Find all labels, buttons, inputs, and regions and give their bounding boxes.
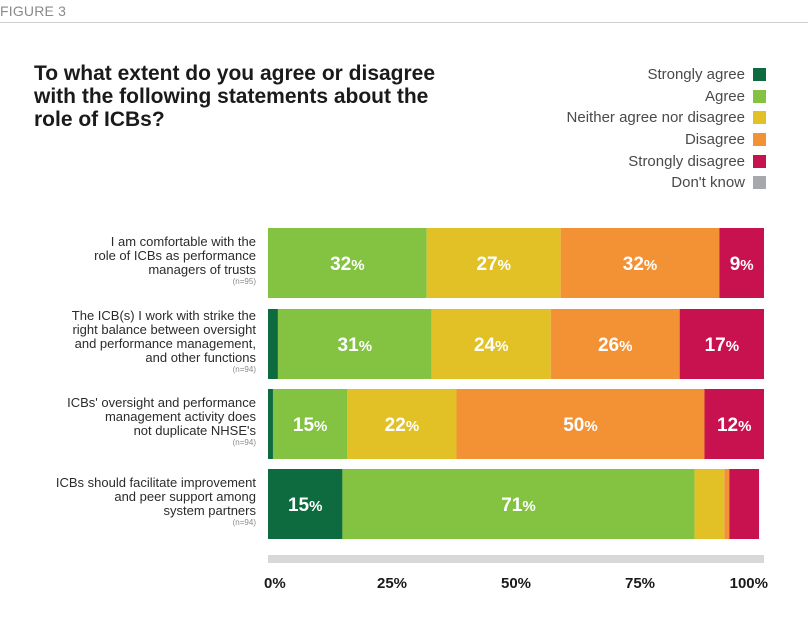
category-label-line: ICBs should facilitate improvement [55,475,256,490]
bar-segment [560,228,720,298]
legend-label: Strongly disagree [628,152,745,170]
bar-segment [729,469,760,539]
bar-segment [704,389,764,459]
data-label: 15% [288,495,322,516]
category-label-line: managers of trusts [148,262,256,277]
bar-segment [719,228,764,298]
bar-segment [456,389,705,459]
data-label: 27% [476,254,510,275]
data-label: 32% [623,254,657,275]
legend-item: Disagree [567,129,766,151]
legend-swatch [753,176,766,190]
category-label-line: I am comfortable with the [110,234,256,249]
bar-segment [268,309,278,379]
legend-swatch [753,111,766,125]
bar-segment [550,309,680,379]
data-label: 50% [563,415,597,436]
data-label: 12% [717,415,751,436]
sample-size-label: (n=94) [232,438,256,447]
bar-segment [277,309,432,379]
legend-item: Neither agree nor disagree [567,107,766,129]
bar-segment [431,309,551,379]
legend-label: Agree [704,87,745,105]
data-label: 26% [598,335,632,356]
legend-label: Neither agree nor disagree [566,109,745,127]
category-label-line: and other functions [145,350,256,365]
legend-item: Strongly disagree [567,150,766,172]
legend-swatch [753,154,766,168]
sample-size-label: (n=94) [232,518,256,527]
bar-segment [268,228,427,298]
sample-size-label: (n=94) [232,365,256,374]
bar-segment [694,469,725,539]
x-tick-label: 25% [377,575,407,592]
x-tick-label: 100% [730,575,768,592]
category-label-line: role of ICBs as performance [94,248,256,263]
category-label: I am comfortable with the role of ICBs as… [6,235,256,287]
x-axis-strip [268,555,764,563]
bar-segment [268,389,273,459]
category-label-line: and peer support among [114,489,256,504]
bar-segment [426,228,561,298]
data-label: 15% [293,415,327,436]
category-label-line: not duplicate NHSE's [133,423,256,438]
chart-title: To what extent do you agree or disagree … [34,62,436,131]
bar-segment [724,469,730,539]
x-tick-label: 0% [264,575,286,592]
category-label: The ICB(s) I work with strike the right b… [6,309,256,375]
legend-item: Don't know [567,172,766,194]
legend-item: Agree [567,86,766,108]
category-label-line: The ICB(s) I work with strike the [71,308,256,323]
category-label-line: system partners [163,503,256,518]
data-label: 31% [338,335,372,356]
category-label-line: management activity does [104,409,256,424]
legend-swatch [753,68,766,82]
category-label-line: and performance management, [74,336,256,351]
x-tick-label: 50% [501,575,531,592]
bar-segment [342,469,695,539]
legend-swatch [753,89,766,103]
chart-legend: Strongly agree Agree Neither agree nor dis… [567,64,766,194]
data-label: 24% [474,335,508,356]
bar-segment [272,389,348,459]
category-label: ICBs' oversight and performance managemen… [6,396,256,448]
legend-swatch [753,133,766,147]
data-label: 32% [330,254,364,275]
x-tick-label: 75% [625,575,655,592]
category-label: ICBs should facilitate improvement and pe… [6,476,256,528]
legend-label: Disagree [684,131,745,149]
data-label: 9% [730,254,754,275]
bar-segment [268,469,343,539]
sample-size-label: (n=95) [232,277,256,286]
legend-label: Don't know [671,174,745,192]
category-label-line: right balance between oversight [72,322,256,337]
data-label: 71% [501,495,535,516]
figure-label: FIGURE 3 [0,3,67,19]
bar-segment [679,309,764,379]
legend-item: Strongly agree [567,64,766,86]
legend-label: Strongly agree [647,66,745,84]
data-label: 17% [705,335,739,356]
bar-segment [347,389,457,459]
data-label: 22% [385,415,419,436]
category-label-line: ICBs' oversight and performance [67,395,256,410]
